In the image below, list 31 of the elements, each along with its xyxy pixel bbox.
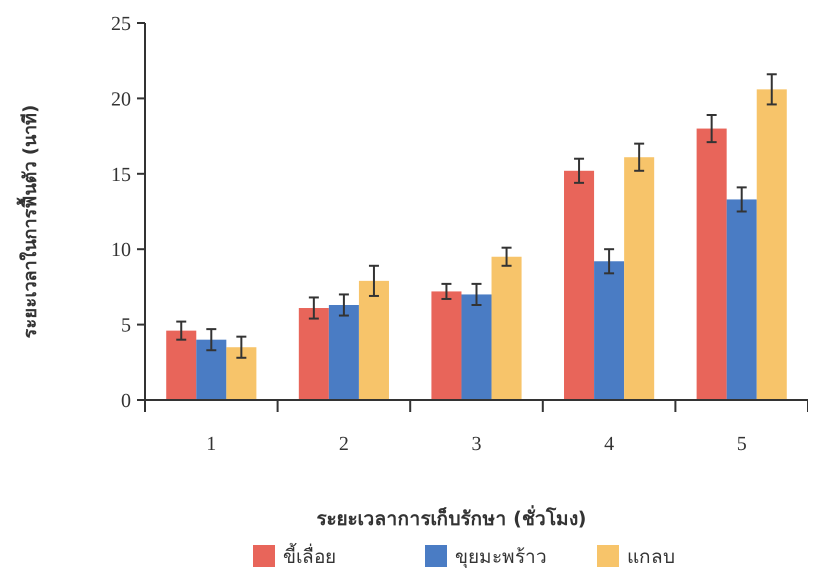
y-tick-label: 25 (111, 13, 131, 35)
bar (328, 304, 359, 400)
legend-label: แกลบ (627, 546, 675, 568)
x-tick-label: 3 (472, 433, 482, 455)
bar (564, 170, 594, 400)
bar (492, 256, 522, 400)
bar (358, 280, 389, 400)
bar (226, 347, 256, 400)
y-tick-label: 15 (111, 164, 131, 186)
legend-label: ขุยมะพร้าว (455, 546, 547, 569)
y-tick-label: 20 (111, 88, 131, 110)
y-tick-label: 0 (121, 390, 131, 412)
x-tick-label: 5 (736, 433, 747, 455)
y-tick-label: 5 (121, 314, 131, 337)
x-axis-title: ระยะเวลาการเก็บรักษา (ชั่วโมง) (316, 505, 586, 530)
bar (196, 340, 226, 400)
bar (756, 89, 787, 400)
bar (624, 157, 654, 400)
legend-label: ขี้เลื่อย (283, 543, 336, 568)
x-tick-label: 2 (338, 433, 349, 455)
bar (431, 291, 462, 400)
x-tick-label: 4 (604, 433, 614, 455)
bar (696, 128, 727, 400)
x-tick-label: 1 (206, 433, 216, 455)
bar (166, 330, 196, 400)
bar (726, 199, 757, 400)
bar (461, 294, 492, 400)
bar (298, 308, 329, 400)
y-axis-title: ระยะเวลาในการฟื้นตัว (นาที) (16, 104, 41, 338)
y-tick-label: 10 (111, 239, 131, 262)
bar (594, 261, 624, 400)
